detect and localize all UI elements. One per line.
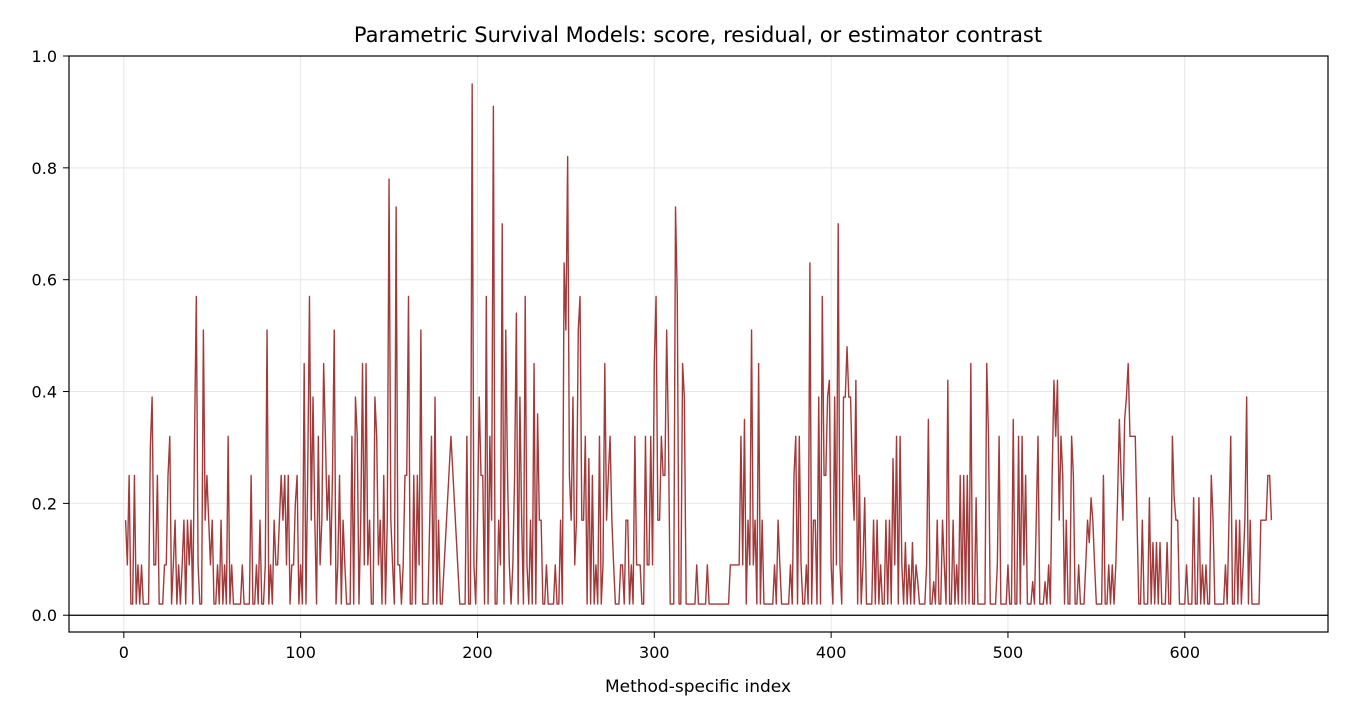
y-tick-label: 1.0: [32, 47, 57, 66]
y-tick-label: 0.0: [32, 606, 57, 625]
y-tick-label: 0.6: [32, 271, 57, 290]
y-tick-label: 0.4: [32, 383, 57, 402]
grid: [69, 55, 1328, 632]
x-tick-label: 400: [816, 643, 847, 662]
x-tick-label: 200: [462, 643, 493, 662]
y-tick-label: 0.2: [32, 494, 57, 513]
series-group: [124, 83, 1273, 605]
x-axis-label: Method-specific index: [605, 677, 791, 697]
chart-title: Parametric Survival Models: score, resid…: [354, 23, 1042, 47]
x-axis: 0 100 200 300 400 500 600: [119, 632, 1200, 662]
x-tick-label: 500: [993, 643, 1024, 662]
plot-frame: [68, 55, 1329, 633]
x-tick-label: 600: [1169, 643, 1200, 662]
y-axis: 0.0 0.2 0.4 0.6 0.8 1.0: [32, 47, 69, 625]
x-tick-label: 300: [639, 643, 670, 662]
x-tick-label: 100: [285, 643, 316, 662]
y-tick-label: 0.8: [32, 159, 57, 178]
series-line: [124, 83, 1273, 605]
x-tick-label: 0: [119, 643, 129, 662]
